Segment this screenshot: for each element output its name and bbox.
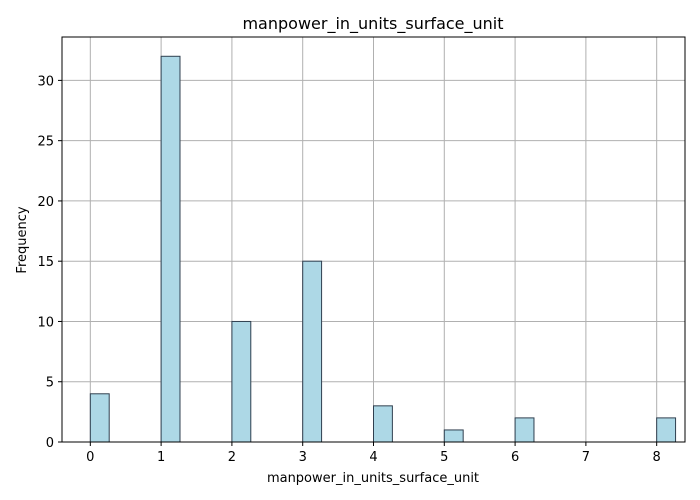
tick-layer: 0 1 2 3 4 5 6 7 8 0 5 10 15 20 25 30 [37, 74, 660, 465]
y-tick-label: 10 [37, 315, 54, 330]
x-tick-label: 5 [440, 450, 448, 465]
histogram-bar [231, 320, 252, 443]
y-tick-label: 5 [46, 376, 54, 391]
histogram-bar [160, 55, 181, 443]
histogram-bar [514, 417, 535, 443]
x-tick-label: 7 [582, 450, 590, 465]
histogram-bar [443, 429, 464, 443]
x-tick-label: 3 [299, 450, 307, 465]
x-tick-label: 6 [511, 450, 519, 465]
x-tick-label: 8 [653, 450, 661, 465]
histogram-bar [656, 417, 677, 443]
x-tick-label: 0 [86, 450, 94, 465]
y-tick-label: 25 [37, 135, 54, 150]
x-axis-label: manpower_in_units_surface_unit [267, 471, 479, 486]
histogram-bar [89, 393, 110, 443]
y-axis-label: Frequency [15, 206, 30, 273]
y-tick-label: 30 [37, 74, 54, 89]
y-tick-label: 0 [46, 436, 54, 451]
grid-layer [62, 37, 685, 443]
histogram-bar [302, 260, 323, 443]
bar-layer [89, 55, 677, 443]
chart-title: manpower_in_units_surface_unit [242, 14, 503, 34]
x-tick-label: 1 [157, 450, 165, 465]
y-tick-label: 15 [37, 255, 54, 270]
histogram-bar [373, 405, 393, 443]
x-tick-label: 4 [369, 450, 377, 465]
x-tick-label: 2 [228, 450, 236, 465]
y-tick-label: 20 [37, 195, 54, 210]
